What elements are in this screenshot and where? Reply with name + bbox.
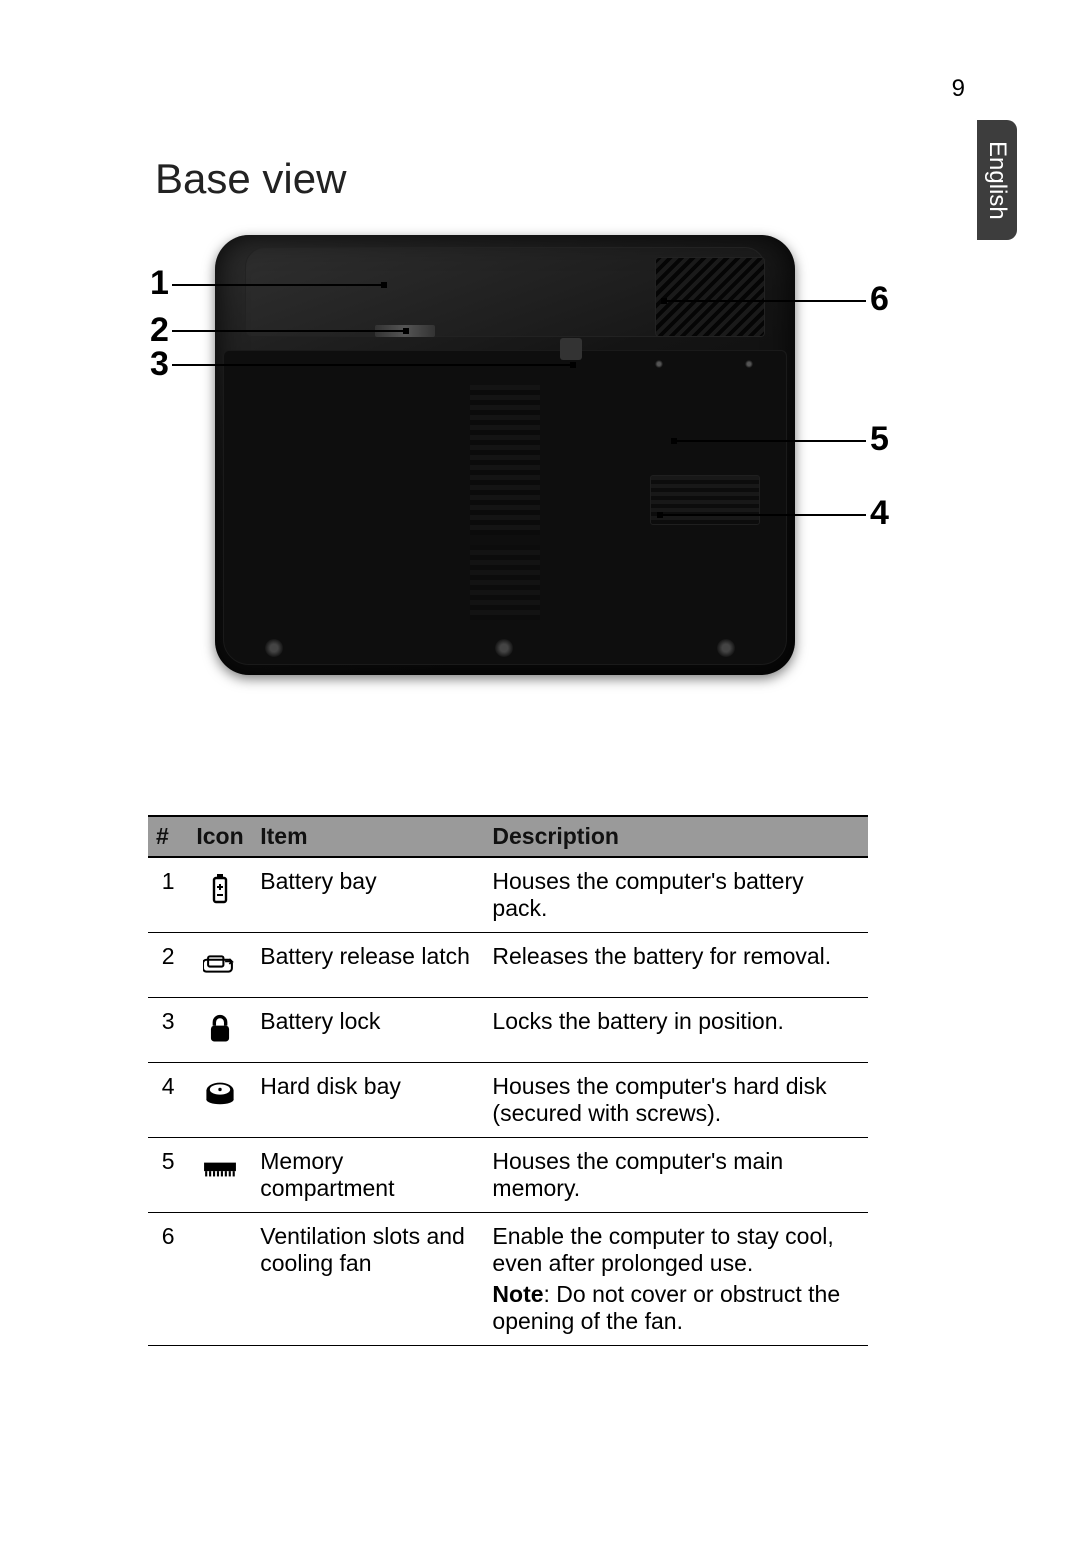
callout-endpoint [661,298,667,304]
callout-number: 4 [870,494,889,533]
callout-number: 3 [150,345,169,384]
rubber-foot-icon [717,639,735,657]
lock-icon [188,998,252,1063]
table-row: 1 Battery bayHouses the computer's batter… [148,857,868,933]
col-item: Item [252,816,484,857]
callout-line [660,514,866,516]
fan-grille-shape [655,257,765,337]
table-row: 6 Ventilation slots and cooling fanEnable… [148,1213,868,1346]
row-item: Hard disk bay [252,1063,484,1138]
row-description: Houses the computer's battery pack. [484,857,868,933]
no-icon [188,1213,252,1346]
row-description: Houses the computer's main memory. [484,1138,868,1213]
memory-icon [188,1138,252,1213]
page: 9 English Base view 123654 # Icon [0,0,1080,1549]
table-row: 2 Battery release latchReleases the batte… [148,933,868,998]
row-description: Releases the battery for removal. [484,933,868,998]
callout-line [664,300,866,302]
callout-endpoint [657,512,663,518]
base-view-diagram [145,225,865,745]
rubber-foot-icon [265,639,283,657]
callout-endpoint [570,362,576,368]
table-row: 3 Battery lockLocks the battery in positi… [148,998,868,1063]
callout-number: 6 [870,280,889,319]
row-number: 2 [148,933,188,998]
rubber-foot-icon [495,639,513,657]
page-number: 9 [952,75,965,103]
row-description: Houses the computer's hard disk (secured… [484,1063,868,1138]
table-row: 5 Memory compartmentHouses the computer's… [148,1138,868,1213]
language-tab: English [977,120,1017,240]
callout-number: 5 [870,420,889,459]
parts-table: # Icon Item Description 1Battery bayHous… [148,815,868,1346]
row-description: Locks the battery in position. [484,998,868,1063]
callout-line [172,364,573,366]
vent-slots-shape [470,385,540,535]
col-icon: Icon [188,816,252,857]
row-number: 4 [148,1063,188,1138]
callout-endpoint [403,328,409,334]
section-title: Base view [155,155,346,203]
hdd-icon [188,1063,252,1138]
screw-icon [745,360,753,368]
row-item: Ventilation slots and cooling fan [252,1213,484,1346]
battery-icon [188,857,252,933]
row-item: Battery lock [252,998,484,1063]
callout-number: 1 [150,264,169,303]
table-header-row: # Icon Item Description [148,816,868,857]
row-number: 3 [148,998,188,1063]
language-tab-label: English [983,141,1011,220]
latch-icon [188,933,252,998]
hdd-area-shape [650,475,760,525]
col-description: Description [484,816,868,857]
screw-icon [655,360,663,368]
row-number: 5 [148,1138,188,1213]
row-number: 1 [148,857,188,933]
battery-lock-shape [560,338,582,360]
vent-slots-lower-shape [470,545,540,620]
row-item: Battery bay [252,857,484,933]
row-number: 6 [148,1213,188,1346]
callout-endpoint [381,282,387,288]
col-number: # [148,816,188,857]
row-item: Battery release latch [252,933,484,998]
table-row: 4 Hard disk bayHouses the computer's hard… [148,1063,868,1138]
callout-line [172,284,384,286]
callout-endpoint [671,438,677,444]
row-item: Memory compartment [252,1138,484,1213]
row-description: Enable the computer to stay cool, even a… [484,1213,868,1346]
callout-line [172,330,406,332]
callout-line [674,440,866,442]
